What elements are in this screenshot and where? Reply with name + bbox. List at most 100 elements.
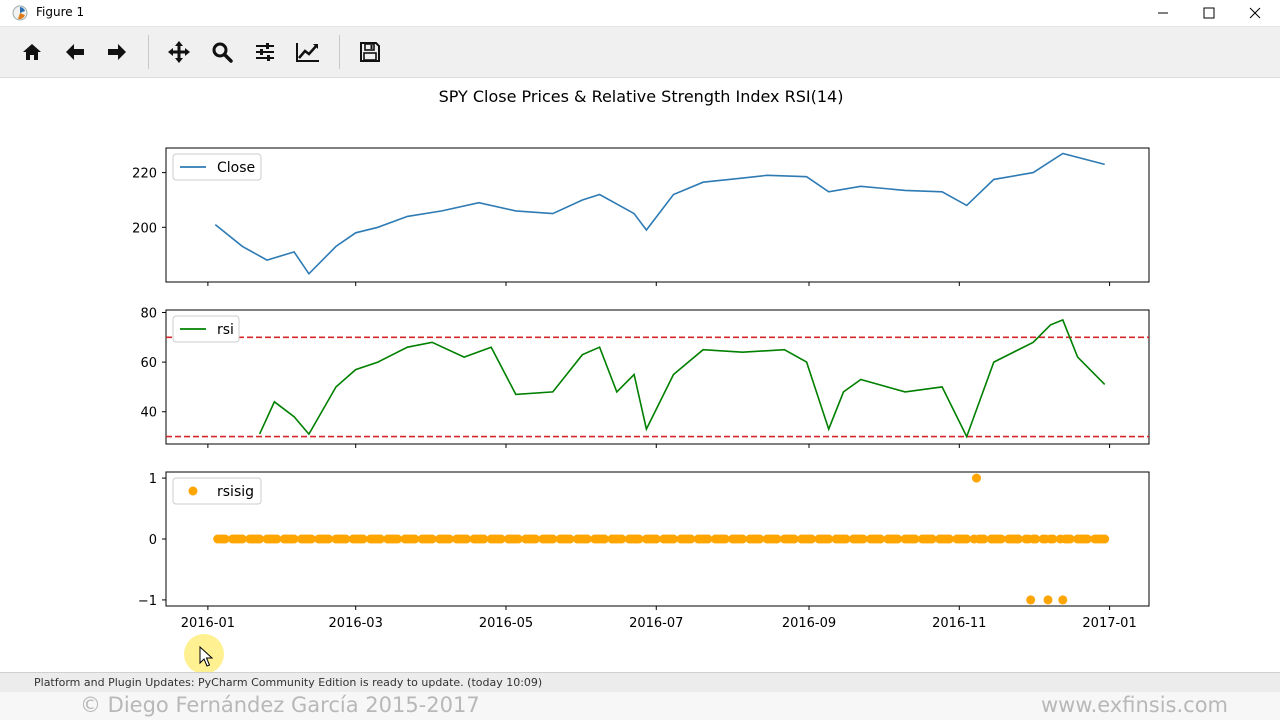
- signal-point: [972, 473, 981, 483]
- minimize-button[interactable]: [1140, 0, 1186, 26]
- legend-box: [172, 477, 262, 505]
- signal-point: [617, 534, 627, 544]
- rsi-axes: 40 60 80 rsi: [140, 306, 1150, 448]
- signal-point: [807, 534, 816, 544]
- ide-status-bar: Platform and Plugin Updates: PyCharm Com…: [0, 672, 1280, 693]
- copyright-watermark: © Diego Fernández García 2015-2017: [80, 693, 480, 717]
- signal-point: [462, 534, 472, 544]
- shared-x-axis: 2016-01 2016-03 2016-05 2016-07 2016-09 2016-…: [181, 616, 1137, 631]
- signal-point: [1065, 534, 1075, 544]
- signal-point: [1058, 595, 1068, 605]
- figure-canvas[interactable]: SPY Close Prices & Relative Strength Ind…: [0, 78, 1280, 672]
- arrow-left-icon: [66, 44, 84, 60]
- signal-point: [444, 534, 454, 544]
- signal-point: [824, 534, 834, 544]
- signal-point: [686, 534, 696, 544]
- signal-point: [548, 534, 558, 544]
- signal-point: [1031, 534, 1041, 544]
- signal-point: [1013, 534, 1023, 544]
- y-tick-label: 0: [149, 533, 157, 548]
- home-icon: [23, 44, 41, 60]
- website-watermark: www.exfinsis.com: [1040, 693, 1228, 717]
- signal-point: [289, 534, 299, 544]
- signal-point: [237, 534, 247, 544]
- signal-point: [1048, 534, 1058, 544]
- signal-point: [427, 534, 437, 544]
- toolbar-separator: [339, 35, 340, 69]
- signal-point: [996, 534, 1006, 544]
- rsi-signal-axes: 1 0 −1 rsisig: [138, 471, 1150, 610]
- arrow-right-icon: [108, 44, 126, 60]
- signal-point: [858, 534, 868, 544]
- move-icon: [168, 41, 190, 63]
- navigation-toolbar: [0, 27, 1280, 78]
- y-tick-label: 80: [140, 306, 157, 321]
- edit-axes-button[interactable]: [291, 35, 325, 69]
- home-button[interactable]: [15, 35, 49, 69]
- status-message: Platform and Plugin Updates: PyCharm Com…: [34, 676, 543, 689]
- save-button[interactable]: [353, 35, 387, 69]
- signal-point: [738, 534, 747, 544]
- close-price-axes: 200 220 Close: [132, 147, 1150, 286]
- signal-point: [582, 534, 592, 544]
- line-chart-icon: [296, 43, 319, 62]
- magnifier-icon: [212, 42, 233, 63]
- signal-point: [927, 534, 937, 544]
- signal-point: [634, 534, 644, 544]
- sliders-icon: [256, 43, 274, 61]
- signal-point: [876, 534, 885, 544]
- signal-point: [358, 534, 368, 544]
- back-button[interactable]: [58, 35, 92, 69]
- figure-title: SPY Close Prices & Relative Strength Ind…: [439, 87, 844, 106]
- x-tick-label: 2016-03: [329, 616, 383, 631]
- signal-point: [1082, 534, 1092, 544]
- axes-frame: [165, 309, 1150, 445]
- close-icon: [1249, 7, 1261, 19]
- signal-point: [651, 534, 661, 544]
- subplots-button[interactable]: [248, 35, 282, 69]
- legend-label: rsi: [217, 322, 234, 338]
- legend-marker: [188, 486, 198, 496]
- rsi-line: [258, 318, 1106, 439]
- zoom-button[interactable]: [205, 35, 239, 69]
- signal-point: [944, 534, 954, 544]
- x-tick-label: 2016-09: [782, 616, 836, 631]
- signal-point: [479, 534, 489, 544]
- signal-point: [600, 534, 609, 544]
- close-price-line: [214, 152, 1105, 276]
- signal-point: [962, 534, 972, 544]
- watermark-footer: © Diego Fernández García 2015-2017 www.e…: [0, 692, 1280, 720]
- x-tick-label: 2016-01: [181, 616, 235, 631]
- x-tick-label: 2016-05: [479, 616, 533, 631]
- x-tick-label: 2017-01: [1082, 616, 1136, 631]
- signal-point: [772, 534, 782, 544]
- signal-point: [1043, 595, 1053, 605]
- signal-point: [789, 534, 799, 544]
- signal-point: [893, 534, 903, 544]
- signal-point: [220, 534, 230, 544]
- close-button[interactable]: [1232, 0, 1278, 26]
- y-tick-label: 60: [140, 356, 157, 371]
- window-titlebar: Figure 1: [0, 0, 1280, 27]
- signal-point: [393, 534, 403, 544]
- signal-point: [669, 534, 678, 544]
- legend-box: [172, 153, 262, 181]
- signal-point: [513, 534, 523, 544]
- signal-point: [272, 534, 282, 544]
- maximize-button[interactable]: [1186, 0, 1232, 26]
- signal-point: [410, 534, 420, 544]
- y-tick-label: −1: [138, 594, 157, 609]
- signal-point: [1026, 595, 1036, 605]
- pan-button[interactable]: [162, 35, 196, 69]
- signal-point: [720, 534, 730, 544]
- signal-point: [324, 534, 334, 544]
- signal-point: [306, 534, 316, 544]
- forward-button[interactable]: [100, 35, 134, 69]
- signal-point: [703, 534, 713, 544]
- y-tick-label: 1: [149, 472, 157, 487]
- signal-point: [531, 534, 540, 544]
- signal-point: [910, 534, 920, 544]
- signal-point: [979, 534, 989, 544]
- maximize-icon: [1203, 7, 1215, 19]
- matplotlib-app-icon: [12, 5, 28, 21]
